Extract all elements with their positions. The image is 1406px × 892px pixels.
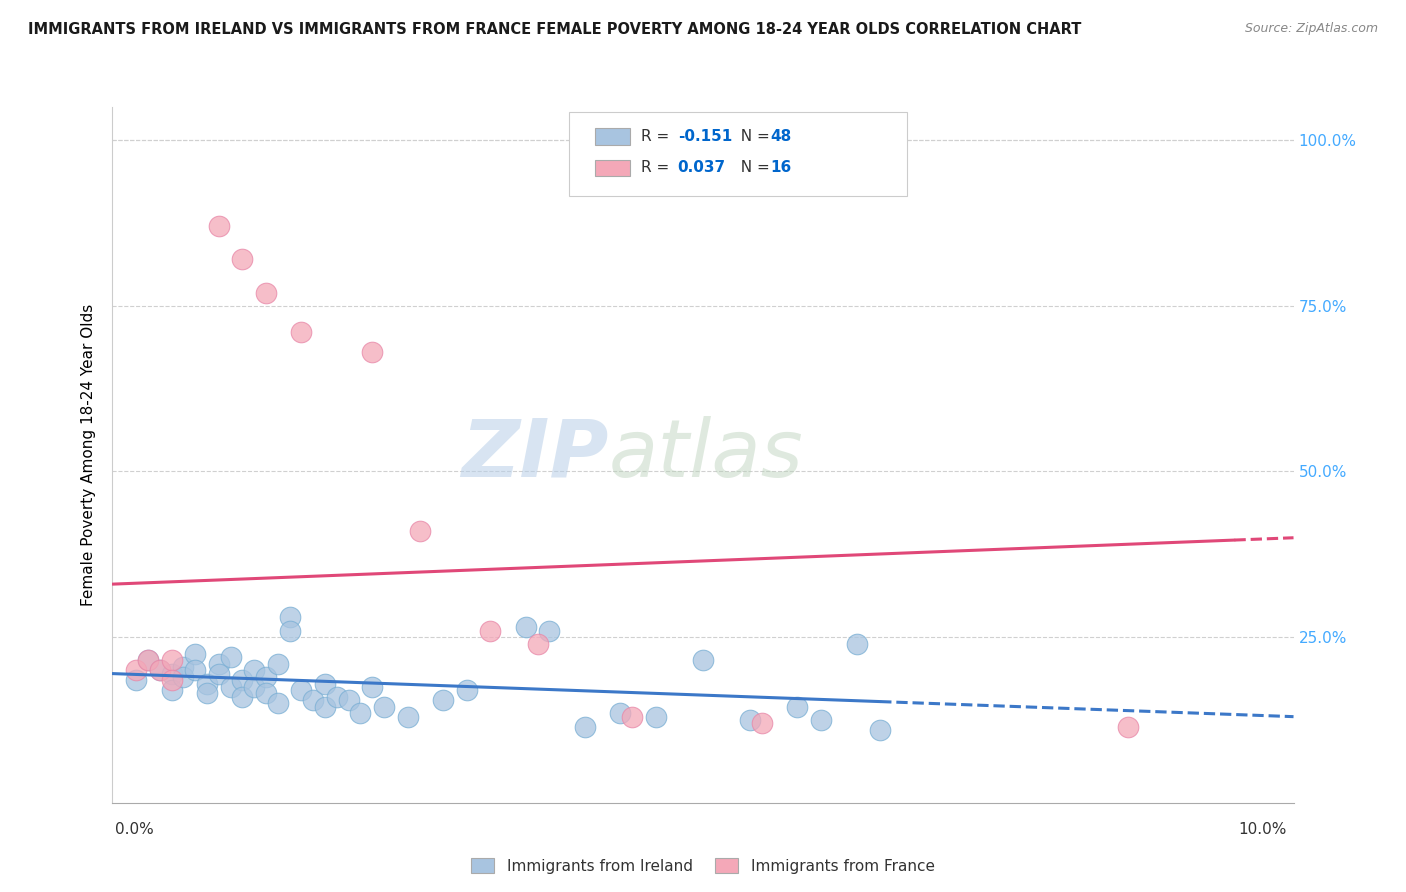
Point	[184, 647, 207, 661]
Point	[125, 663, 148, 677]
Point	[326, 690, 349, 704]
Point	[160, 653, 183, 667]
Point	[1116, 720, 1139, 734]
Point	[195, 686, 218, 700]
Point	[278, 624, 301, 638]
Point	[254, 285, 277, 300]
Point	[160, 666, 183, 681]
Point	[538, 624, 561, 638]
Point	[172, 670, 194, 684]
Point	[149, 663, 172, 677]
Point	[869, 723, 891, 737]
Point	[396, 709, 419, 723]
Point	[290, 683, 312, 698]
Point	[349, 706, 371, 721]
Point	[515, 620, 537, 634]
Text: 48: 48	[770, 129, 792, 144]
Point	[278, 610, 301, 624]
Point	[810, 713, 832, 727]
Point	[609, 706, 631, 721]
Point	[219, 680, 242, 694]
Text: atlas: atlas	[609, 416, 803, 494]
Point	[208, 666, 231, 681]
Point	[195, 676, 218, 690]
Point	[243, 680, 266, 694]
Point	[160, 683, 183, 698]
Point	[361, 680, 384, 694]
Y-axis label: Female Poverty Among 18-24 Year Olds: Female Poverty Among 18-24 Year Olds	[80, 304, 96, 606]
Point	[267, 697, 290, 711]
Point	[337, 693, 360, 707]
Point	[290, 326, 312, 340]
Point	[136, 653, 159, 667]
Text: R =: R =	[641, 161, 675, 175]
Text: Source: ZipAtlas.com: Source: ZipAtlas.com	[1244, 22, 1378, 36]
Text: N =: N =	[731, 161, 775, 175]
Point	[751, 716, 773, 731]
Point	[845, 637, 868, 651]
Text: 16: 16	[770, 161, 792, 175]
Point	[456, 683, 478, 698]
Point	[160, 673, 183, 688]
Point	[302, 693, 325, 707]
Point	[254, 670, 277, 684]
Point	[644, 709, 666, 723]
Legend: Immigrants from Ireland, Immigrants from France: Immigrants from Ireland, Immigrants from…	[465, 852, 941, 880]
Point	[740, 713, 762, 727]
Point	[231, 673, 253, 688]
Point	[125, 673, 148, 688]
Point	[243, 663, 266, 677]
Point	[361, 345, 384, 359]
Text: 0.037: 0.037	[678, 161, 725, 175]
Text: -0.151: -0.151	[678, 129, 733, 144]
Point	[408, 524, 430, 538]
Point	[267, 657, 290, 671]
Point	[692, 653, 714, 667]
Text: IMMIGRANTS FROM IRELAND VS IMMIGRANTS FROM FRANCE FEMALE POVERTY AMONG 18-24 YEA: IMMIGRANTS FROM IRELAND VS IMMIGRANTS FR…	[28, 22, 1081, 37]
Point	[526, 637, 548, 651]
Point	[219, 650, 242, 665]
Point	[136, 653, 159, 667]
Point	[621, 709, 644, 723]
Point	[786, 699, 808, 714]
Point	[314, 699, 336, 714]
Point	[373, 699, 395, 714]
Point	[479, 624, 502, 638]
Text: 10.0%: 10.0%	[1239, 822, 1286, 837]
Point	[231, 690, 253, 704]
Point	[172, 660, 194, 674]
Point	[208, 657, 231, 671]
Point	[208, 219, 231, 234]
Text: R =: R =	[641, 129, 675, 144]
Point	[314, 676, 336, 690]
Point	[254, 686, 277, 700]
Point	[149, 663, 172, 677]
Point	[231, 252, 253, 267]
Text: 0.0%: 0.0%	[115, 822, 155, 837]
Point	[574, 720, 596, 734]
Point	[432, 693, 454, 707]
Text: N =: N =	[731, 129, 775, 144]
Text: ZIP: ZIP	[461, 416, 609, 494]
Point	[184, 663, 207, 677]
